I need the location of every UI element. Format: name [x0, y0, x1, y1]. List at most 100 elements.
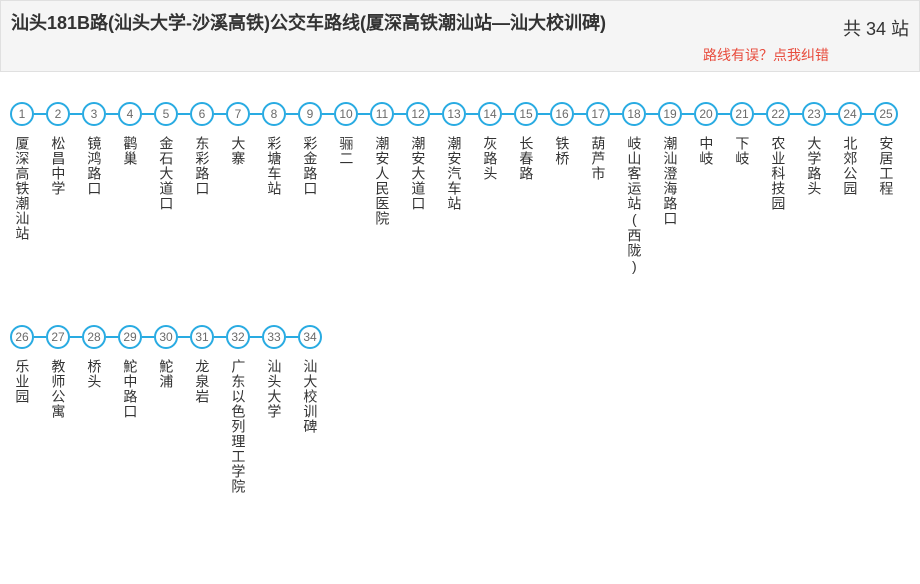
stop-label: 桥头 — [86, 359, 103, 389]
stop-label: 汕大校训碑 — [302, 359, 319, 434]
stop-number-circle: 10 — [334, 102, 358, 126]
stop-label: 教师公寓 — [50, 359, 67, 419]
bus-stop[interactable]: 16铁桥 — [550, 102, 574, 166]
bus-stop[interactable]: 2松昌中学 — [46, 102, 70, 196]
stop-label: 潮安大道口 — [410, 136, 427, 211]
stop-label: 彩塘车站 — [266, 136, 283, 196]
bus-stop[interactable]: 3镜鸿路口 — [82, 102, 106, 196]
stop-label: 大学路头 — [806, 136, 823, 196]
stop-connector — [214, 336, 226, 338]
bus-stop[interactable]: 22农业科技园 — [766, 102, 790, 211]
stop-label: 潮汕澄海路口 — [662, 136, 679, 226]
stop-connector — [430, 113, 442, 115]
bus-stop[interactable]: 1厦深高铁潮汕站 — [10, 102, 34, 241]
stop-label: 松昌中学 — [50, 136, 67, 196]
bus-stop[interactable]: 32 广东以色列理工学院 — [226, 325, 250, 494]
stop-label: 汕头大学 — [266, 359, 283, 419]
bus-stop[interactable]: 12潮安大道口 — [406, 102, 430, 211]
stop-connector — [142, 113, 154, 115]
bus-stop[interactable]: 24北郊公园 — [838, 102, 862, 196]
stop-connector — [34, 336, 46, 338]
stop-number-circle: 11 — [370, 102, 394, 126]
bus-stop[interactable]: 7大寨 — [226, 102, 250, 166]
stop-label: 东彩路口 — [194, 136, 211, 196]
bus-stop[interactable]: 19 潮汕澄海路口 — [658, 102, 682, 226]
stop-connector — [646, 113, 658, 115]
stop-number-circle: 23 — [802, 102, 826, 126]
stop-number-circle: 4 — [118, 102, 142, 126]
error-correction-link[interactable]: 路线有误？点我纠错 — [11, 35, 909, 65]
stop-connector — [250, 113, 262, 115]
stop-number-circle: 32 — [226, 325, 250, 349]
stop-number-circle: 31 — [190, 325, 214, 349]
stop-connector — [178, 336, 190, 338]
stop-number-circle: 9 — [298, 102, 322, 126]
bus-stop[interactable]: 34汕大校训碑 — [298, 325, 322, 434]
stop-label: 葫芦市 — [590, 136, 607, 181]
stop-number-circle: 21 — [730, 102, 754, 126]
stop-connector — [718, 113, 730, 115]
stop-number-circle: 6 — [190, 102, 214, 126]
stop-number-circle: 19 — [658, 102, 682, 126]
stop-number-circle: 13 — [442, 102, 466, 126]
stop-label: 北郊公园 — [842, 136, 859, 196]
stop-connector — [70, 113, 82, 115]
bus-stop[interactable]: 5金石大道口 — [154, 102, 178, 211]
bus-stop[interactable]: 20中岐 — [694, 102, 718, 166]
stop-connector — [178, 113, 190, 115]
stop-number-circle: 17 — [586, 102, 610, 126]
bus-stop[interactable]: 10骊二 — [334, 102, 358, 166]
bus-stop[interactable]: 9 彩金路口 — [298, 102, 322, 196]
stop-row-2: 26乐业园 27 教师公寓 28 桥头 29 鮀中路口 30鮀浦 31 龙泉岩 32 广东以色列理工学… — [10, 325, 910, 494]
bus-stop[interactable]: 17 葫芦市 — [586, 102, 610, 181]
bus-stop[interactable]: 11潮安人民医院 — [370, 102, 394, 226]
stop-label: 安居工程 — [878, 136, 895, 196]
stop-label: 潮安汽车站 — [446, 136, 463, 211]
stop-connector — [34, 113, 46, 115]
bus-stop[interactable]: 26乐业园 — [10, 325, 34, 404]
stop-label: 镜鸿路口 — [86, 136, 103, 196]
stop-number-circle: 15 — [514, 102, 538, 126]
stop-label: 广东以色列理工学院 — [230, 359, 247, 494]
stop-label: 灰路头 — [482, 136, 499, 181]
stop-connector — [142, 336, 154, 338]
stop-label: 厦深高铁潮汕站 — [14, 136, 31, 241]
stop-row-1: 1厦深高铁潮汕站 2松昌中学 3镜鸿路口 4鹳巢 5金石大道口 6 东彩路口 7大寨 8 彩塘车站… — [10, 102, 910, 275]
stop-label: 大寨 — [230, 136, 247, 166]
bus-stop[interactable]: 28 桥头 — [82, 325, 106, 389]
stop-label: 鮀中路口 — [122, 359, 139, 419]
stop-number-circle: 28 — [82, 325, 106, 349]
stop-number-circle: 27 — [46, 325, 70, 349]
stop-number-circle: 20 — [694, 102, 718, 126]
bus-stop[interactable]: 27 教师公寓 — [46, 325, 70, 419]
stop-connector — [106, 113, 118, 115]
bus-stop[interactable]: 13 潮安汽车站 — [442, 102, 466, 211]
stop-connector — [610, 113, 622, 115]
stop-number-circle: 18 — [622, 102, 646, 126]
bus-stop[interactable]: 30鮀浦 — [154, 325, 178, 389]
stop-label: 彩金路口 — [302, 136, 319, 196]
bus-stop[interactable]: 29 鮀中路口 — [118, 325, 142, 419]
bus-stop[interactable]: 14灰路头 — [478, 102, 502, 181]
header-bar: 汕头181B路(汕头大学-沙溪高铁)公交车路线(厦深高铁潮汕站—汕大校训碑) 共… — [0, 0, 920, 72]
bus-stop[interactable]: 31 龙泉岩 — [190, 325, 214, 404]
stop-connector — [358, 113, 370, 115]
stop-number-circle: 22 — [766, 102, 790, 126]
bus-stop[interactable]: 33汕头大学 — [262, 325, 286, 419]
stop-connector — [250, 336, 262, 338]
stop-number-circle: 8 — [262, 102, 286, 126]
bus-stop[interactable]: 25安居工程 — [874, 102, 898, 196]
bus-stop[interactable]: 23 大学路头 — [802, 102, 826, 196]
stop-number-circle: 30 — [154, 325, 178, 349]
bus-stop[interactable]: 15长春路 — [514, 102, 538, 181]
stop-number-circle: 5 — [154, 102, 178, 126]
stop-connector — [754, 113, 766, 115]
bus-stop[interactable]: 18岐山客运站(西陇) — [622, 102, 646, 275]
bus-stop[interactable]: 21下岐 — [730, 102, 754, 166]
bus-stop[interactable]: 6 东彩路口 — [190, 102, 214, 196]
bus-stop[interactable]: 4鹳巢 — [118, 102, 142, 166]
stop-number-circle: 29 — [118, 325, 142, 349]
route-diagram: 1厦深高铁潮汕站 2松昌中学 3镜鸿路口 4鹳巢 5金石大道口 6 东彩路口 7大寨 8 彩塘车站… — [0, 102, 920, 494]
bus-stop[interactable]: 8 彩塘车站 — [262, 102, 286, 196]
stop-label: 龙泉岩 — [194, 359, 211, 404]
